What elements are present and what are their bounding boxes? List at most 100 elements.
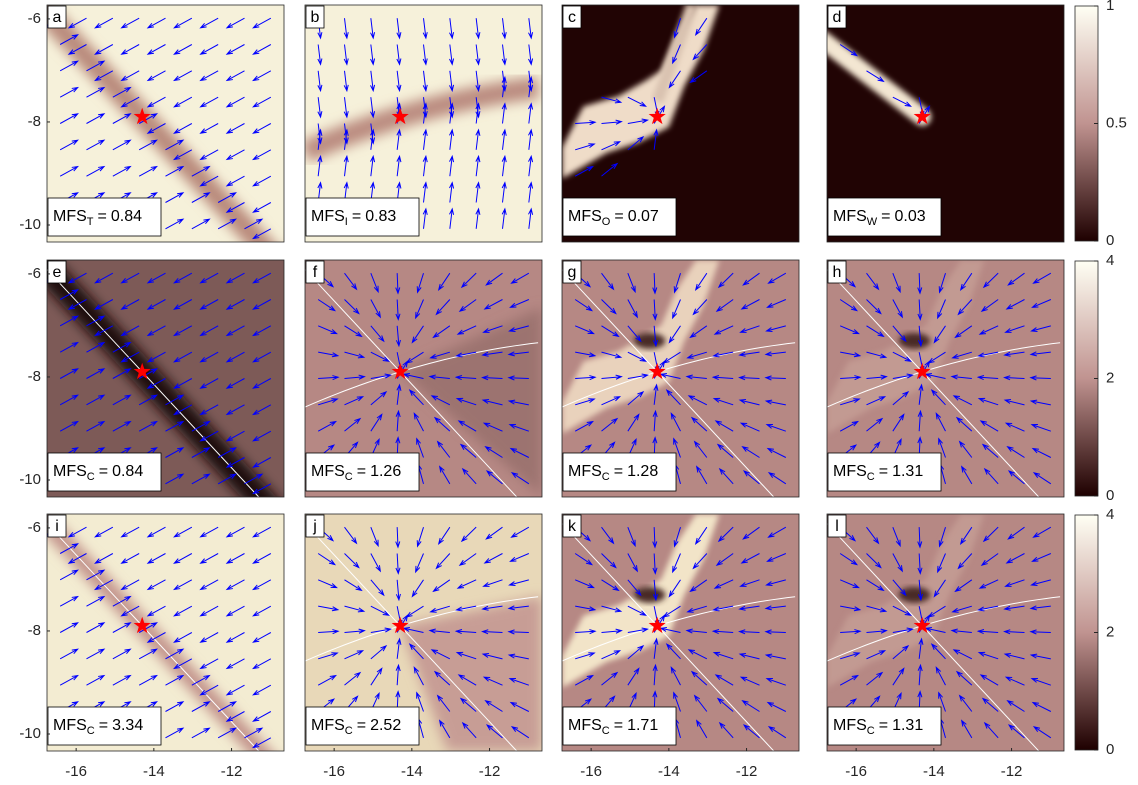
quiver-arrow [765,424,786,432]
quiver-arrow [433,670,451,686]
quiver-arrow [112,394,132,406]
panel-label: f [313,264,318,281]
quiver-arrow [1003,375,1025,381]
quiver-arrow [528,154,534,177]
quiver-arrow [839,553,859,566]
quiver-arrow [717,272,734,289]
shade [400,596,542,751]
quiver-arrow [199,378,219,389]
quiver-arrow [165,473,185,485]
quiver-arrow [917,299,923,321]
quiver-arrow [173,149,193,161]
x-tick-label: -12 [1001,763,1023,780]
quiver-arrow [575,351,597,358]
quiver-arrow [693,694,708,712]
quiver-arrow [507,629,529,635]
quiver-arrow [694,526,708,546]
quiver-arrow [927,351,946,364]
marker-star [913,362,931,380]
annotation-subscript: C [867,725,875,737]
annotation-sign: = [99,463,108,480]
quiver-arrow [343,97,349,119]
quiver-arrow [252,44,272,55]
annotation-sign: = [352,208,361,225]
quiver-arrow [528,70,534,93]
quiver-arrow [112,420,132,432]
quiver-arrow [866,650,887,660]
quiver-arrow [422,44,428,66]
y-tick-label: -8 [28,368,41,385]
quiver-arrow [1004,676,1025,686]
axes-frame [561,4,800,243]
quiver-arrow [146,526,166,538]
quiver-arrow [501,102,507,124]
quiver-arrow [408,643,424,660]
quiver-arrow [146,579,166,591]
quiver-arrow [601,671,619,686]
quiver-arrow [690,670,708,686]
quiver-arrow [601,628,623,634]
panel-label: e [53,264,62,281]
quiver-arrow [866,299,882,315]
quiver-arrow [395,409,401,432]
quiver-arrow [318,375,340,381]
quiver-arrow [839,299,859,312]
quiver-arrow [653,383,659,405]
quiver-arrow [433,416,451,432]
annotation-box [827,452,942,492]
annotation: MFSO = 0.07 [568,208,659,228]
quiver-arrow [475,207,481,229]
panel-label: d [833,9,842,26]
y-tick-label: -6 [28,10,41,27]
quiver-arrow [120,299,140,310]
quiver-arrow [165,674,185,686]
quiver-arrow [692,553,708,570]
quiver-arrow [739,676,760,686]
quiver-arrow [652,527,658,549]
quiver-arrow [430,649,451,660]
quiver-arrow [94,44,114,55]
quiver-arrow [370,154,376,177]
heatmap [827,260,1064,497]
quiver-arrow [483,553,503,564]
quiver-arrow [112,368,132,379]
annotation-subscript: C [345,471,353,483]
quiver-arrow [396,128,402,150]
quiver-arrow [954,579,973,593]
quiver-arrow [422,97,428,119]
quiver-arrow [1029,653,1051,660]
quiver-arrow [422,70,428,93]
quiver-arrow [1005,299,1025,310]
quiver-arrow [343,123,349,145]
quiver-arrow [508,325,529,333]
panel: i MFSC = 3.34 -16 -14 -12 -10 -8 -6 [19,513,285,780]
quiver-arrow [601,299,617,315]
annotation-value: 1.31 [892,717,923,734]
quiver-arrow [717,526,734,543]
quiver-arrow [59,60,79,72]
quiver-arrow [146,325,166,337]
quiver-arrow [627,413,640,432]
quiver-arrow [627,118,649,124]
annotation: MFST = 0.84 [53,208,142,228]
quiver-arrow [461,721,477,739]
quiver-arrow [344,374,366,380]
quiver-arrow [318,629,340,635]
quiver-arrow [892,627,914,633]
quiver-arrow [673,437,681,458]
quiver-arrow [957,299,973,316]
annotation: MFSC = 0.84 [53,463,143,483]
quiver-arrow [459,443,477,458]
quiver-arrow [927,605,946,618]
quiver-arrow [933,579,946,598]
quiver-arrow [165,420,185,432]
annotation-prefix: MFS [53,717,87,734]
quiver-arrow [575,652,596,660]
quiver-arrow [601,579,620,592]
panel: g MFSC = 1.28 [561,259,800,498]
quiver-arrow [112,341,132,353]
quiver-arrow [766,447,787,458]
quiver-arrow [485,470,503,485]
quiver-arrow [574,420,595,432]
quiver-arrow [601,650,622,660]
